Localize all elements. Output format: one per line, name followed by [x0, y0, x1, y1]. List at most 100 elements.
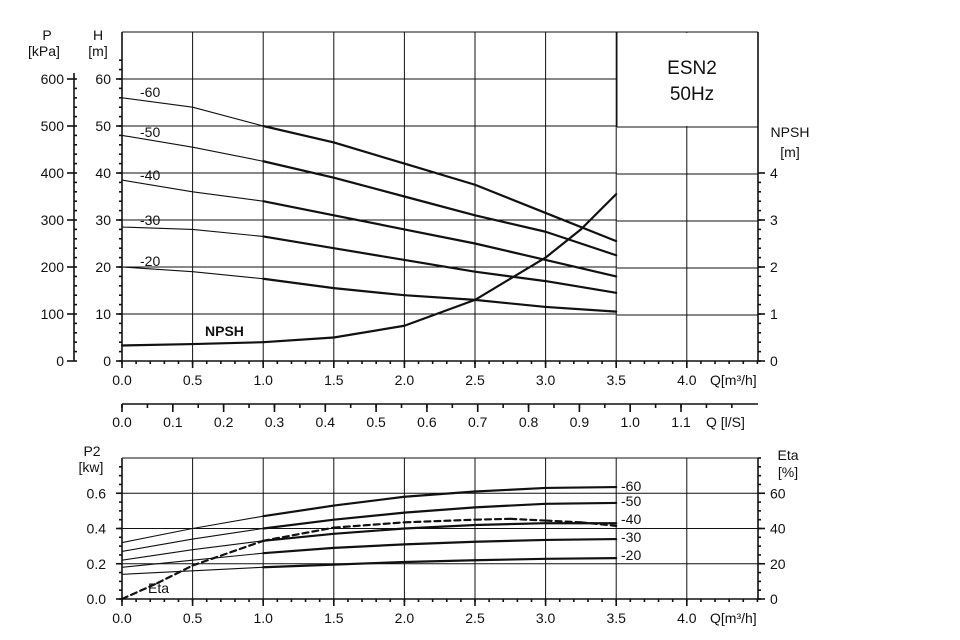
npsh-curve-label: NPSH	[205, 323, 244, 339]
curve-segment-m60	[262, 504, 335, 518]
x-tick-label: 0.5	[183, 372, 203, 388]
curve-segment-m50	[121, 538, 194, 552]
curve-segment-m60	[192, 515, 264, 530]
flow-axis-label-top: Q[m³/h]	[710, 372, 757, 388]
curve-segment-Eta	[262, 526, 335, 542]
x-tick-label: 1.0	[253, 372, 273, 388]
power-curve-label: -50	[621, 493, 641, 509]
pressure-tick-label: 0	[56, 353, 64, 369]
flow-ls-tick-label: 0.1	[163, 414, 183, 430]
curve-segment-m30	[192, 228, 264, 237]
curve-segment-m30	[332, 543, 406, 549]
curve-segment-m20	[403, 294, 477, 301]
x-tick-label: 2.0	[395, 372, 415, 388]
curve-segment-Eta	[544, 519, 583, 524]
curve-segment-m20	[121, 570, 194, 575]
x-tick-label: 1.0	[253, 610, 273, 626]
pressure-tick-label: 500	[41, 118, 65, 134]
eta-curve-label: Eta	[148, 580, 169, 596]
chart-subtitle: 50Hz	[670, 84, 714, 105]
axes-layer	[67, 32, 765, 606]
eta-tick-label: 0	[770, 591, 778, 607]
curve-segment-m30	[544, 280, 618, 294]
flow-axis-label-bottom: Q[m³/h]	[710, 610, 757, 626]
curve-segment-m60	[403, 490, 477, 498]
curve-segment-m20	[121, 266, 194, 273]
head-curve-label: -30	[140, 212, 160, 228]
curve-segment-m60	[262, 124, 335, 144]
curve-segment-NPSH	[332, 324, 406, 339]
power-curve-label: -30	[621, 529, 641, 545]
grid-layer	[121, 31, 759, 599]
curve-segment-NPSH	[403, 298, 477, 327]
curve-segment-Eta	[120, 582, 159, 601]
curve-segment-m50	[332, 176, 406, 198]
curve-segment-m30	[473, 538, 547, 543]
x-tick-label: 3.5	[606, 372, 626, 388]
curve-segment-NPSH	[473, 256, 547, 301]
labels-layer: ESN2 50Hz P [kPa] H [m] NPSH [m] Q[m³/h]…	[28, 27, 809, 626]
npsh-tick-label: 3	[770, 212, 778, 228]
curve-segment-m40	[332, 214, 406, 231]
flow-ls-tick-label: 0.3	[265, 414, 285, 430]
pressure-tick-label: 100	[41, 306, 65, 322]
x-tick-label: 0.0	[112, 610, 132, 626]
npsh-tick-label: 4	[770, 165, 778, 181]
head-tick-label: 20	[95, 259, 111, 275]
curve-segment-m50	[544, 501, 618, 505]
flow-ls-tick-label: 0.9	[570, 414, 590, 430]
curve-segment-m60	[544, 211, 618, 243]
head-tick-label: 40	[95, 165, 111, 181]
x-tick-label: 1.5	[324, 610, 344, 626]
curve-segment-m30	[121, 559, 194, 568]
curve-segment-m60	[473, 486, 547, 493]
curve-segment-m30	[403, 258, 477, 273]
curve-segment-m20	[473, 298, 547, 309]
curve-segment-m40	[192, 191, 264, 202]
flow-ls-tick-label: 0.7	[468, 414, 488, 430]
curve-segment-m30	[473, 270, 547, 283]
npsh-axis-title: NPSH	[771, 124, 810, 140]
power-tick-label: 0.6	[87, 485, 107, 501]
curve-segment-m20	[332, 560, 406, 566]
head-curve-label: -60	[140, 84, 160, 100]
pressure-tick-label: 600	[41, 71, 65, 87]
curve-segment-Eta	[156, 564, 194, 585]
curve-segment-m40	[473, 522, 547, 527]
curve-segment-m50	[544, 230, 618, 257]
head-curve-label: -50	[140, 124, 160, 140]
flow-ls-tick-label: 0.8	[519, 414, 539, 430]
curve-segment-m30	[192, 552, 264, 561]
curve-segment-m20	[473, 557, 547, 562]
power-tick-label: 0.0	[87, 591, 107, 607]
curve-segment-m30	[262, 546, 335, 555]
curve-segment-m40	[262, 200, 335, 217]
curve-segment-Eta	[579, 521, 618, 527]
curve-segment-m40	[544, 258, 618, 278]
curve-segment-m20	[262, 563, 335, 569]
pressure-tick-label: 300	[41, 212, 65, 228]
x-tick-label: 2.5	[465, 372, 485, 388]
curve-segment-m40	[403, 523, 477, 530]
curve-segment-m60	[473, 183, 547, 215]
curve-segment-m30	[403, 540, 477, 546]
flow-ls-tick-label: 1.1	[671, 414, 691, 430]
curve-segment-m20	[192, 566, 264, 572]
curve-segment-NPSH	[262, 336, 335, 344]
curve-segment-Eta	[332, 521, 406, 529]
power-tick-label: 0.2	[87, 556, 107, 572]
curve-segment-m40	[473, 242, 547, 262]
curve-segment-NPSH	[579, 193, 618, 231]
curve-segment-m60	[121, 97, 194, 108]
power-curve-label: -20	[621, 547, 641, 563]
x-tick-label: 3.5	[606, 610, 626, 626]
power-curve-label: -40	[621, 511, 641, 527]
flow-ls-tick-label: 1.0	[620, 414, 640, 430]
head-tick-label: 0	[103, 353, 111, 369]
npsh-axis-unit: [m]	[780, 144, 799, 160]
power-curve-label: -60	[621, 478, 641, 494]
curve-segment-m50	[192, 146, 264, 162]
npsh-tick-label: 1	[770, 306, 778, 322]
x-tick-label: 3.0	[536, 610, 556, 626]
chart-title: ESN2	[667, 58, 717, 79]
